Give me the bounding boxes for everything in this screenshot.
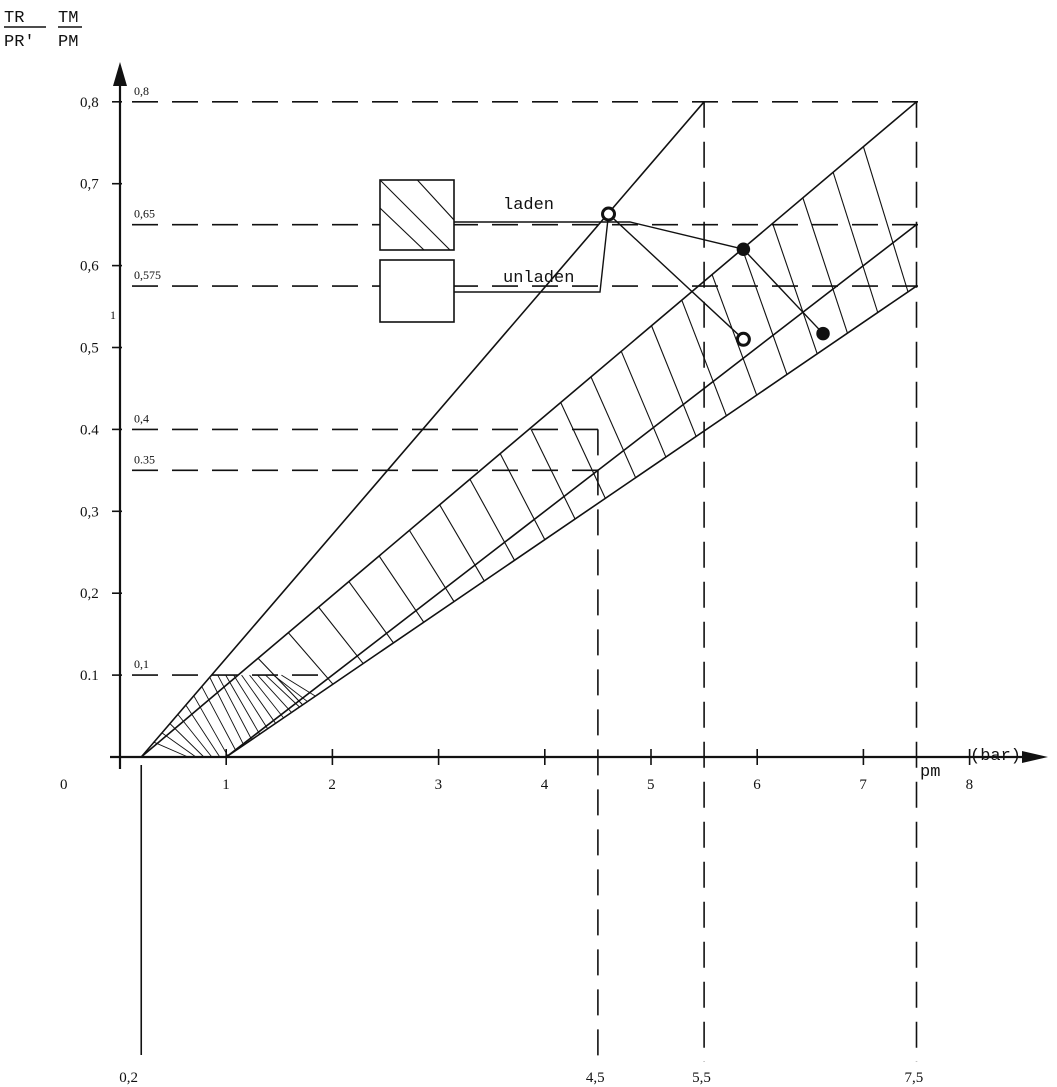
legend-label: unladen — [503, 269, 574, 288]
legend-label: laden — [503, 196, 554, 215]
reference-label-x: 5,5 — [692, 1070, 711, 1086]
hatch-pattern — [153, 146, 909, 758]
hatch-stroke — [257, 657, 304, 706]
y-label-pm: PM — [58, 33, 78, 52]
dense-hatch-stroke — [273, 674, 308, 702]
hatch-stroke — [711, 274, 758, 396]
y-axis-title: TR PR' TM PM — [4, 9, 82, 52]
hatch-stroke — [681, 299, 727, 416]
legend-hatch — [380, 207, 425, 250]
y-tick-label: 0.1 — [80, 668, 99, 684]
reference-label-y: 0,65 — [134, 207, 155, 221]
x-tick-label: 6 — [753, 777, 761, 793]
reference-label-y: 0,4 — [134, 411, 149, 425]
legend: laden unladen — [379, 179, 824, 340]
y-label-pr: PR' — [4, 33, 35, 52]
dense-hatch-stroke — [233, 674, 268, 729]
leader-unladen — [454, 212, 744, 340]
dense-hatch-stroke — [265, 674, 300, 708]
hatch-stroke — [741, 248, 788, 375]
dense-hatch-stroke — [241, 674, 276, 724]
series-lines — [140, 101, 918, 758]
series-line — [225, 224, 917, 758]
hatch-stroke — [408, 530, 455, 602]
legend-hatch — [416, 180, 454, 221]
reference-label-y: 0,1 — [134, 657, 149, 671]
reference-label-y: 0,8 — [134, 84, 149, 98]
hatch-stroke — [499, 453, 546, 540]
hatch-stroke — [439, 504, 485, 582]
x-axis-arrow — [1022, 751, 1048, 763]
series-line — [225, 285, 917, 758]
x-tick-label: 7 — [859, 777, 867, 793]
dense-hatch-stroke — [217, 674, 253, 740]
legend-hatch — [380, 180, 451, 250]
y-label-tm: TM — [58, 9, 78, 28]
y-label-tr: TR — [4, 9, 24, 28]
x-tick-label: 0 — [60, 777, 68, 793]
hatch-stroke — [832, 172, 879, 313]
axes — [110, 62, 1048, 769]
legend-box-unladen — [379, 259, 455, 323]
hatch-stroke — [529, 427, 576, 520]
x-tick-label: 2 — [328, 777, 336, 793]
reference-label-y: 0.35 — [134, 452, 155, 466]
hatch-stroke — [620, 351, 667, 458]
x-tick-label: 3 — [435, 777, 443, 793]
series-line — [140, 101, 918, 758]
hatch-stroke — [560, 402, 606, 499]
x-label: pm — [920, 763, 940, 782]
hatch-stroke — [287, 632, 334, 685]
hatch-stroke — [469, 478, 516, 561]
hatch-stroke — [862, 146, 909, 293]
y-tick-label: 0,7 — [80, 177, 99, 193]
dense-hatch-stroke — [209, 677, 245, 746]
data-points — [601, 206, 830, 347]
dense-hatch-stroke — [161, 732, 197, 758]
data-point — [735, 331, 751, 347]
data-point — [736, 242, 751, 256]
hatch-stroke — [318, 606, 364, 664]
hatch-stroke — [802, 197, 848, 334]
x-unit: (bar) — [970, 747, 1021, 766]
origin-label: 0,2 — [119, 1070, 138, 1086]
dense-hatch-stroke — [153, 741, 189, 758]
y-tick-label: 0.4 — [80, 422, 99, 438]
dense-hatch-stroke — [225, 674, 261, 735]
x-tick-label: 5 — [647, 777, 655, 793]
dense-hatch-stroke — [201, 686, 237, 751]
y-tick-label: 0,5 — [80, 341, 99, 357]
hatch-stroke — [772, 223, 818, 354]
leader-laden-2 — [742, 248, 824, 335]
reference-label-y: 0,575 — [134, 268, 161, 282]
leader-laden — [454, 221, 744, 250]
hatch-stroke — [378, 555, 425, 623]
y-tick-label: 0,2 — [80, 586, 99, 602]
dense-hatch-stroke — [257, 674, 292, 713]
hatch-stroke — [348, 581, 394, 644]
data-point — [601, 206, 617, 222]
reference-label-x: 4,5 — [586, 1070, 605, 1086]
tick-marks — [112, 101, 971, 1055]
hatch-stroke — [651, 325, 697, 437]
x-tick-label: 1 — [222, 777, 230, 793]
y-tick-label: 0,8 — [80, 95, 99, 111]
x-tick-label: 8 — [966, 777, 974, 793]
y-tick-label: 0,6 — [80, 259, 99, 275]
reference-label-x: 7,5 — [905, 1070, 924, 1086]
x-tick-label: 4 — [541, 777, 549, 793]
y-axis-arrow — [113, 62, 127, 86]
stray-mark: 1 — [110, 308, 116, 322]
y-tick-label: 0,3 — [80, 504, 99, 520]
dense-hatch-stroke — [169, 723, 205, 758]
data-point — [816, 326, 830, 341]
reference-lines — [132, 101, 924, 1062]
dense-hatch-stroke — [193, 695, 229, 757]
hatch-stroke — [590, 376, 637, 478]
x-axis-title: pm (bar) — [920, 747, 1021, 782]
dense-hatch-stroke — [249, 674, 284, 719]
